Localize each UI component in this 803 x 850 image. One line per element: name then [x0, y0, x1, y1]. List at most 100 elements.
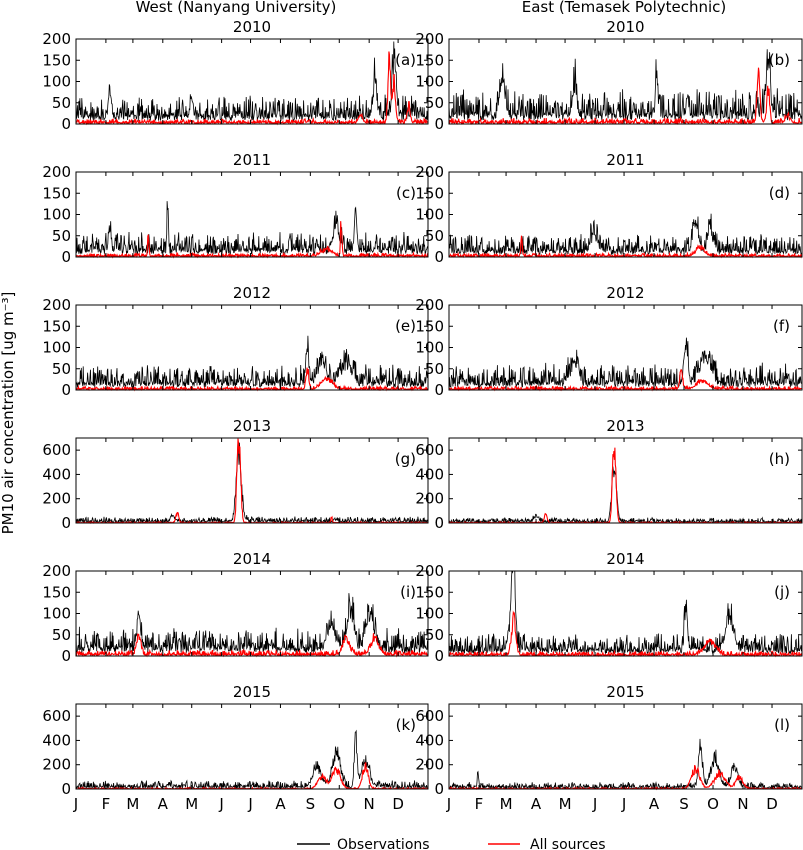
- y-tick-label-c-0: 0: [61, 248, 71, 266]
- panel-label-k: (k): [396, 716, 416, 734]
- y-tick-label-h-0: 0: [434, 514, 444, 532]
- month-label-l-7: A: [649, 795, 660, 813]
- y-tick-label-e-0: 0: [61, 381, 71, 399]
- panel-title-a: 2010: [233, 18, 271, 36]
- legend-label-observations: Observations: [337, 837, 430, 850]
- month-label-k-8: S: [306, 795, 316, 813]
- y-tick-label-a-150: 150: [42, 51, 71, 69]
- month-label-l-0: J: [446, 795, 451, 813]
- month-label-l-9: O: [707, 795, 719, 813]
- y-tick-label-e-50: 50: [52, 360, 71, 378]
- y-tick-label-d-100: 100: [415, 206, 444, 224]
- month-label-k-10: N: [364, 795, 375, 813]
- series-observations-j: [448, 570, 802, 655]
- month-label-l-11: D: [766, 795, 778, 813]
- panel-title-b: 2010: [606, 18, 644, 36]
- month-label-k-1: F: [102, 795, 111, 813]
- panel-title-i: 2014: [233, 550, 271, 568]
- panel-label-f: (f): [773, 317, 790, 335]
- series-observations-a: [75, 41, 428, 122]
- panel-label-a: (a): [395, 51, 416, 69]
- panel-label-h: (h): [769, 450, 790, 468]
- y-tick-label-i-100: 100: [42, 605, 71, 623]
- panel-title-j: 2014: [606, 550, 644, 568]
- y-tick-label-d-200: 200: [415, 163, 444, 181]
- y-tick-label-g-600: 600: [42, 441, 71, 459]
- y-tick-label-k-0: 0: [61, 780, 71, 798]
- month-label-k-5: J: [218, 795, 223, 813]
- y-tick-label-h-400: 400: [415, 465, 444, 483]
- series-observations-c: [75, 201, 428, 256]
- panel-frame-l: [448, 703, 803, 790]
- y-tick-label-f-50: 50: [425, 360, 444, 378]
- month-label-k-7: A: [275, 795, 286, 813]
- y-tick-label-c-150: 150: [42, 184, 71, 202]
- y-tick-label-c-100: 100: [42, 206, 71, 224]
- panel-label-c: (c): [396, 184, 416, 202]
- series-observations-b: [448, 49, 802, 121]
- y-tick-label-e-200: 200: [42, 296, 71, 314]
- series-observations-l: [448, 738, 802, 790]
- y-tick-label-e-150: 150: [42, 317, 71, 335]
- y-tick-label-l-600: 600: [415, 707, 444, 725]
- panel-label-b: (b): [769, 51, 790, 69]
- panel-label-i: (i): [400, 583, 416, 601]
- y-tick-label-e-100: 100: [42, 339, 71, 357]
- panel-label-e: (e): [395, 317, 416, 335]
- y-tick-label-j-200: 200: [415, 562, 444, 580]
- panel-title-e: 2012: [233, 284, 271, 302]
- y-tick-label-d-150: 150: [415, 184, 444, 202]
- month-label-k-6: J: [247, 795, 252, 813]
- series-all-sources-h: [448, 447, 802, 525]
- y-tick-label-h-200: 200: [415, 490, 444, 508]
- y-tick-label-i-150: 150: [42, 583, 71, 601]
- y-tick-label-h-600: 600: [415, 441, 444, 459]
- panel-label-j: (j): [774, 583, 790, 601]
- month-label-l-1: F: [475, 795, 484, 813]
- series-all-sources-i: [75, 633, 428, 658]
- month-label-l-8: S: [679, 795, 689, 813]
- panel-title-f: 2012: [606, 284, 644, 302]
- panel-title-h: 2013: [606, 417, 644, 435]
- panel-frame-g: [75, 437, 429, 524]
- y-tick-label-a-100: 100: [42, 73, 71, 91]
- y-tick-label-f-150: 150: [415, 317, 444, 335]
- legend-label-all-sources: All sources: [530, 837, 606, 850]
- panel-title-g: 2013: [233, 417, 271, 435]
- legend: Observations All sources: [297, 837, 606, 850]
- month-label-l-3: A: [531, 795, 542, 813]
- y-tick-label-i-50: 50: [52, 626, 71, 644]
- y-tick-label-d-0: 0: [434, 248, 444, 266]
- month-label-l-5: J: [592, 795, 597, 813]
- month-label-k-0: J: [73, 795, 78, 813]
- column-title-west: West (Nanyang University): [136, 0, 337, 16]
- y-tick-label-k-600: 600: [42, 707, 71, 725]
- y-tick-label-g-0: 0: [61, 514, 71, 532]
- y-tick-label-l-400: 400: [415, 731, 444, 749]
- y-tick-label-k-200: 200: [42, 756, 71, 774]
- y-tick-label-a-200: 200: [42, 30, 71, 48]
- panel-label-g: (g): [395, 450, 416, 468]
- y-tick-label-b-0: 0: [434, 115, 444, 133]
- panel-title-l: 2015: [606, 683, 644, 701]
- panels-group: 2010 0 50 100 150 200 (a) 2010 0 50 100 150 200 (b) 20…: [42, 18, 803, 813]
- month-label-k-3: A: [158, 795, 169, 813]
- panel-frame-j: [448, 570, 803, 657]
- y-tick-label-d-50: 50: [425, 227, 444, 245]
- y-tick-label-c-50: 50: [52, 227, 71, 245]
- panel-frame-k: [75, 703, 429, 790]
- y-tick-label-b-100: 100: [415, 73, 444, 91]
- month-label-k-9: O: [333, 795, 345, 813]
- month-label-k-11: D: [392, 795, 404, 813]
- series-observations-f: [448, 337, 802, 389]
- month-label-k-4: M: [185, 795, 198, 813]
- month-label-l-2: M: [500, 795, 513, 813]
- y-tick-label-f-0: 0: [434, 381, 444, 399]
- y-tick-label-l-200: 200: [415, 756, 444, 774]
- series-observations-i: [75, 593, 428, 654]
- panel-label-l: (l): [774, 716, 790, 734]
- month-label-l-6: J: [621, 795, 626, 813]
- y-tick-label-f-200: 200: [415, 296, 444, 314]
- panel-title-d: 2011: [606, 151, 644, 169]
